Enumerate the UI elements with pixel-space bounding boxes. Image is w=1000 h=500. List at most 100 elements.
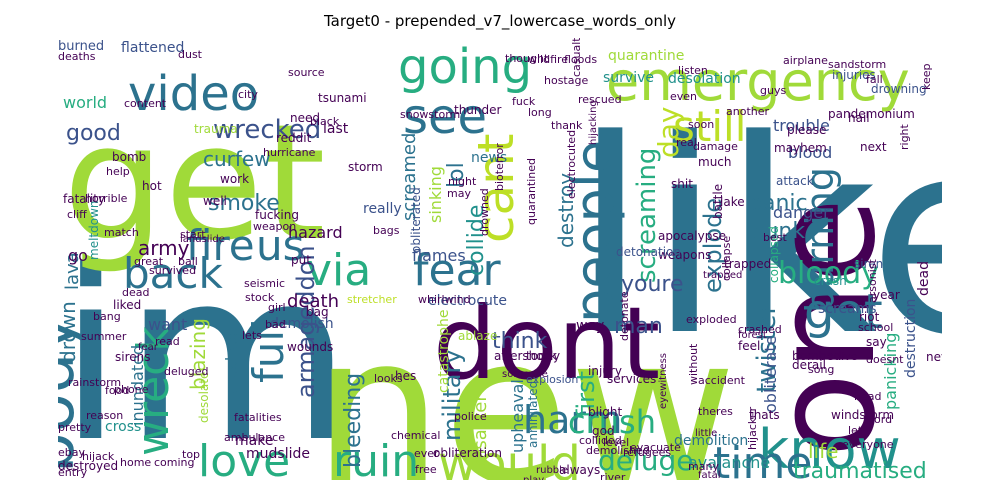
word-explosion: explosion: [526, 373, 578, 386]
word-obliterate: obliterate: [761, 336, 780, 413]
word-hijacker: hijacker: [746, 406, 759, 450]
word-ever: ever: [414, 447, 439, 460]
word-destruction: destruction: [903, 299, 919, 378]
word-hostage: hostage: [544, 74, 588, 87]
word-crush: crush: [568, 403, 656, 441]
word-quarantined: quarantined: [525, 158, 538, 225]
word-hot: hot: [142, 179, 162, 193]
word-ebay: ebay: [58, 446, 85, 459]
word-services: services: [607, 372, 656, 386]
word-police: police: [454, 410, 487, 423]
word-even: even: [670, 90, 697, 103]
word-aftershock: aftershock: [494, 349, 557, 363]
word-wildfire: wildfire: [528, 53, 568, 66]
word-bag: bag: [306, 305, 329, 319]
word-world: world: [63, 93, 107, 112]
word-home: home: [120, 456, 151, 469]
word-please: please: [787, 123, 826, 137]
word-thats: thats: [749, 408, 780, 422]
word-flames: flames: [412, 246, 466, 265]
word-bomb: bomb: [112, 150, 146, 164]
word-meltdown: meltdown: [87, 201, 101, 261]
word-someone: someone: [502, 369, 548, 380]
word-drowned: drowned: [478, 188, 491, 236]
word-hijack: hijack: [82, 450, 115, 463]
word-really: really: [363, 201, 402, 217]
word-head: head: [854, 390, 881, 403]
word-pandemonium: pandemonium: [828, 107, 915, 121]
word-love: love: [198, 436, 290, 480]
word-cloud-canvas: likeimnewgetdontone emergency body video peo…: [58, 38, 942, 480]
word-demolition: demolition: [674, 433, 748, 449]
word-summer: summer: [81, 330, 127, 343]
word-night: night: [448, 175, 477, 188]
word-blazing: blazing: [186, 318, 210, 390]
word-horrible: horrible: [85, 192, 128, 205]
word-cross: cross: [105, 419, 141, 435]
word-burned: burned: [58, 39, 104, 54]
word-battle: battle: [711, 184, 725, 219]
word-another: another: [726, 105, 769, 118]
word-army: army: [138, 236, 190, 260]
word-live: live: [838, 350, 858, 363]
word-life: life: [808, 439, 838, 463]
word-good: good: [66, 121, 121, 146]
word-read: read: [155, 335, 180, 348]
word-want: want: [148, 315, 187, 334]
word-everyone: everyone: [842, 438, 894, 451]
word-hijacking: hijacking: [588, 100, 599, 145]
word-top: top: [182, 448, 200, 461]
word-explode: explode: [699, 198, 727, 293]
word-long: long: [528, 106, 552, 119]
word-wounds: wounds: [287, 340, 333, 354]
word-military: military: [438, 349, 466, 441]
word-blight: blight: [588, 405, 623, 419]
word-dont: dont: [433, 285, 660, 402]
word-deluge: deluge: [598, 444, 694, 477]
word-ablaze: ablaze: [458, 329, 497, 343]
word-soon: soon: [688, 118, 714, 131]
word-dust: dust: [178, 48, 203, 61]
word-arsonist: arsonist: [866, 259, 879, 303]
word-accident: accident: [698, 374, 746, 387]
word-damage: damage: [693, 140, 738, 153]
word-level: level: [603, 436, 629, 449]
word-weapons: weapons: [658, 248, 711, 262]
word-like: like: [573, 83, 942, 395]
word-cloud: likeimnewgetdontone emergency body video peo…: [58, 38, 942, 480]
word-bioterror: bioterror: [493, 143, 506, 191]
word-video: video: [128, 66, 259, 122]
word-weapon: weapon: [253, 220, 296, 233]
word-people: people: [563, 140, 626, 323]
word-help: help: [106, 165, 130, 178]
word-casualty: casualty: [570, 38, 583, 77]
word-well: well: [203, 194, 227, 208]
word-im: im: [58, 221, 352, 480]
word-river: river: [600, 471, 626, 480]
word-girl: girl: [268, 301, 286, 314]
word-fucking: fucking: [255, 208, 299, 222]
word-injury: injury: [588, 364, 622, 378]
word-desolate: desolate: [197, 372, 211, 423]
word-fatality: fatality: [63, 192, 105, 206]
word-make: make: [235, 433, 273, 449]
word-rainstorm: rainstorm: [68, 376, 121, 389]
word-bleeding: bleeding: [341, 373, 366, 468]
word-man: man: [614, 314, 663, 339]
word-electrocute: electrocute: [428, 293, 507, 309]
word-trouble: trouble: [773, 116, 830, 135]
word-storm: storm: [348, 160, 383, 174]
word-landslide: landslide: [180, 234, 225, 245]
word-traumatised: traumatised: [793, 459, 927, 480]
word-panic: panic: [748, 191, 808, 216]
word-still: still: [673, 102, 746, 151]
word-windstorm: windstorm: [831, 408, 894, 422]
word-always: always: [559, 463, 600, 477]
word-year: year: [873, 288, 900, 302]
word-going: going: [398, 39, 532, 95]
word-lets: lets: [242, 329, 262, 342]
word-crash: crash: [814, 274, 847, 288]
word-annihilated: annihilated: [526, 381, 540, 448]
word-tsunami: tsunami: [318, 91, 367, 105]
word-first: first: [572, 371, 600, 418]
